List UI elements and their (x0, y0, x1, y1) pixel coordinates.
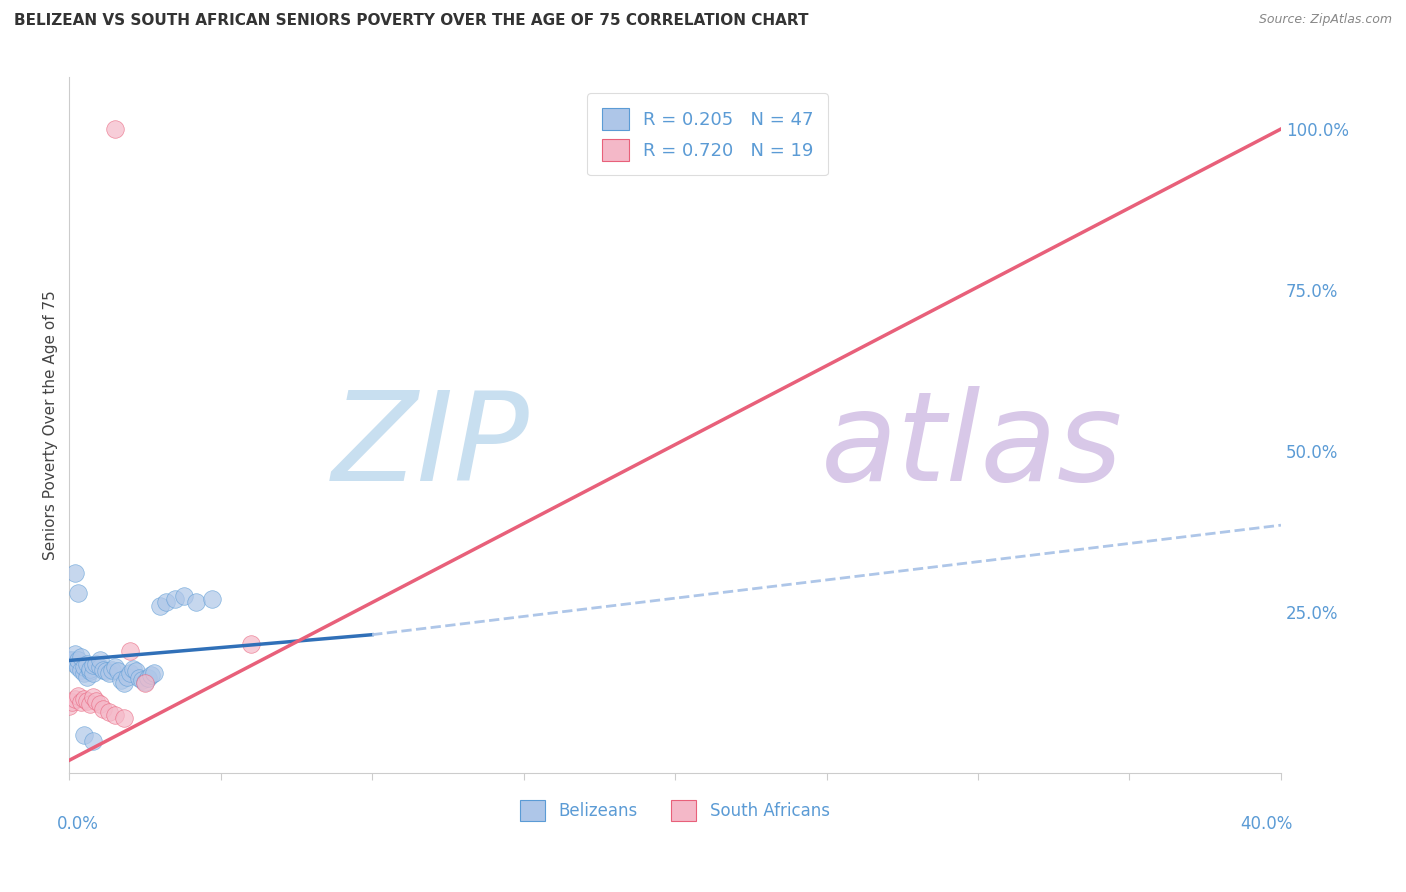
Point (82, 657, 104, 672)
Point (100, 663, 122, 677)
Point (89, 653, 111, 667)
Point (104, 660, 127, 674)
Point (104, 708, 127, 723)
Point (82, 690, 104, 705)
Point (134, 674, 156, 689)
Point (118, 644, 141, 658)
Point (149, 599, 172, 613)
Text: 40.0%: 40.0% (1240, 815, 1294, 833)
Point (165, 592, 187, 607)
Point (134, 676, 156, 690)
Point (94, 665, 117, 679)
Point (65, 647, 87, 661)
Point (118, 666, 141, 681)
Text: atlas: atlas (821, 385, 1122, 507)
Text: 0.0%: 0.0% (58, 815, 98, 833)
Point (112, 711, 135, 725)
Point (73, 727, 96, 741)
Point (125, 665, 148, 679)
Point (76, 669, 98, 683)
Point (60, 695, 83, 709)
Point (65, 566, 87, 581)
Point (97, 666, 120, 681)
Point (65, 692, 87, 706)
Point (58, 653, 80, 667)
Point (139, 668, 162, 682)
Point (86, 694, 108, 708)
Point (110, 673, 132, 687)
Point (173, 589, 195, 603)
Point (104, 122, 127, 136)
Point (115, 669, 138, 683)
Point (128, 671, 150, 685)
Point (89, 697, 111, 711)
Point (82, 666, 104, 681)
Point (201, 592, 224, 607)
Point (79, 662, 101, 676)
Point (58, 698, 80, 713)
Point (82, 734, 104, 748)
Point (79, 665, 101, 679)
Point (143, 666, 166, 681)
Point (186, 595, 208, 609)
Point (70, 695, 93, 709)
Point (67, 653, 90, 667)
Legend: Belizeans, South Africans: Belizeans, South Africans (513, 794, 837, 828)
Text: Source: ZipAtlas.com: Source: ZipAtlas.com (1258, 13, 1392, 27)
Point (86, 657, 108, 671)
Y-axis label: Seniors Poverty Over the Age of 75: Seniors Poverty Over the Age of 75 (44, 291, 58, 560)
Point (131, 673, 153, 687)
Point (65, 657, 87, 671)
Point (136, 671, 159, 685)
Point (121, 662, 143, 676)
Point (67, 689, 90, 703)
Point (97, 705, 120, 719)
Point (79, 697, 101, 711)
Point (155, 595, 177, 609)
Point (73, 666, 96, 681)
Point (60, 653, 83, 667)
Point (70, 663, 93, 677)
Point (73, 660, 96, 674)
Point (240, 637, 263, 651)
Point (91, 702, 114, 716)
Point (67, 660, 90, 674)
Text: BELIZEAN VS SOUTH AFRICAN SENIORS POVERTY OVER THE AGE OF 75 CORRELATION CHART: BELIZEAN VS SOUTH AFRICAN SENIORS POVERT… (14, 13, 808, 29)
Text: ZIP: ZIP (332, 385, 530, 507)
Point (107, 665, 129, 679)
Point (73, 692, 96, 706)
Point (112, 676, 135, 690)
Point (91, 663, 114, 677)
Point (67, 586, 90, 600)
Point (76, 694, 98, 708)
Point (76, 657, 98, 671)
Point (70, 650, 93, 665)
Point (89, 660, 111, 674)
